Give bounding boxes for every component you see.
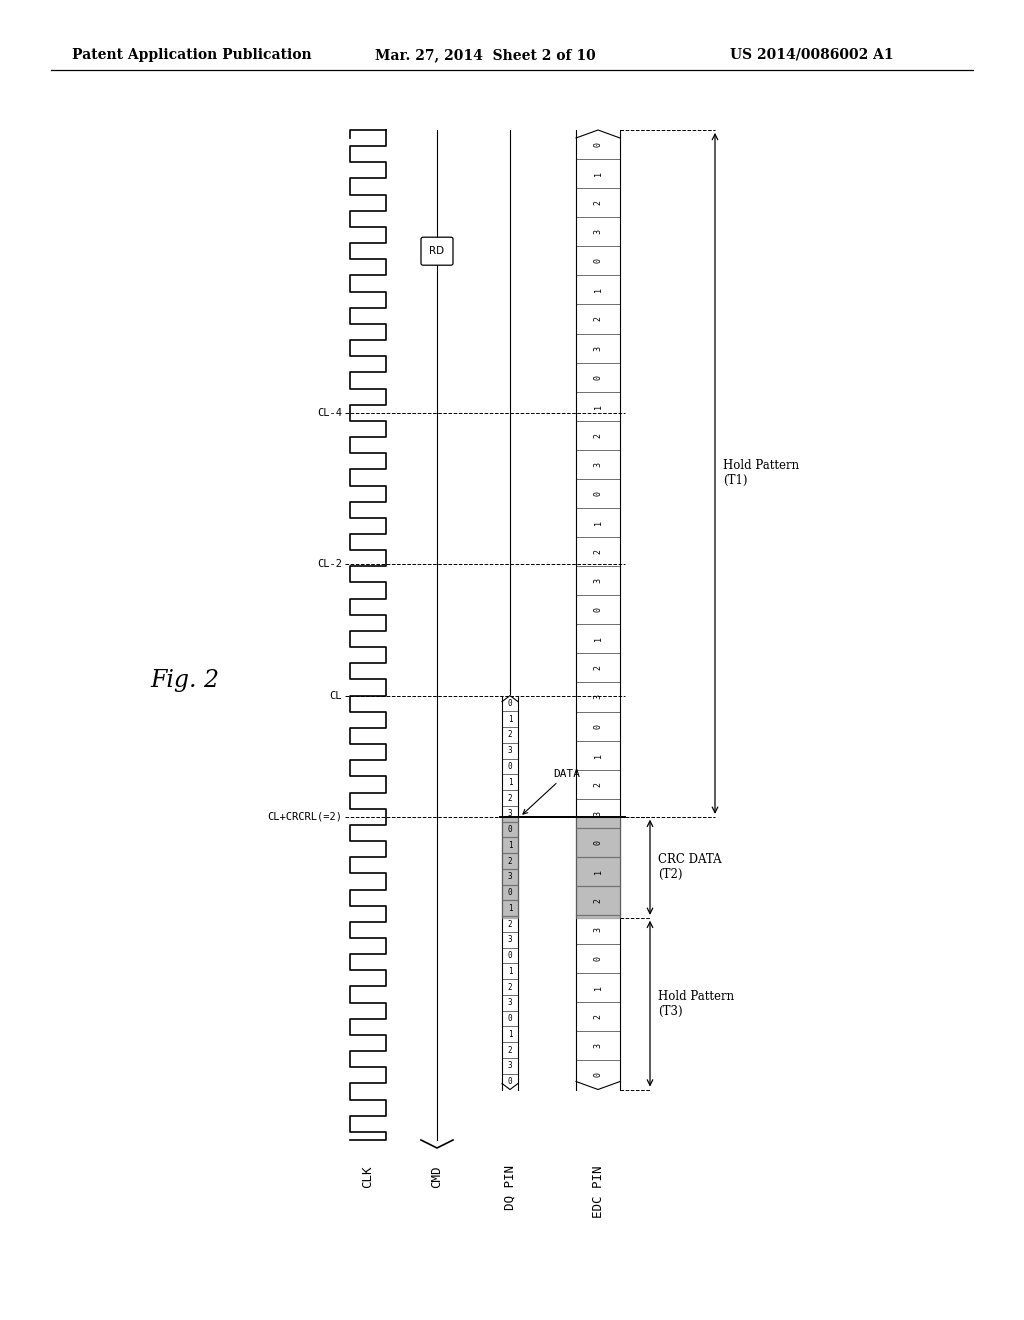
Text: 3: 3 <box>508 746 512 755</box>
Text: 1: 1 <box>594 172 602 176</box>
Text: DATA: DATA <box>523 768 580 814</box>
Text: US 2014/0086002 A1: US 2014/0086002 A1 <box>730 48 894 62</box>
Text: Fig. 2: Fig. 2 <box>151 668 219 692</box>
Text: 1: 1 <box>594 636 602 642</box>
Text: 0: 0 <box>508 825 512 834</box>
Text: CMD: CMD <box>430 1166 443 1188</box>
Text: Hold Pattern
(T1): Hold Pattern (T1) <box>723 459 799 487</box>
Text: 0: 0 <box>508 952 512 960</box>
Text: 2: 2 <box>508 793 512 803</box>
Text: 0: 0 <box>508 762 512 771</box>
Text: 3: 3 <box>594 927 602 932</box>
Text: CL-4: CL-4 <box>317 408 342 418</box>
Text: 2: 2 <box>508 1045 512 1055</box>
Text: 2: 2 <box>594 433 602 438</box>
Text: 2: 2 <box>508 982 512 991</box>
Text: Patent Application Publication: Patent Application Publication <box>72 48 311 62</box>
Text: DQ PIN: DQ PIN <box>504 1166 516 1210</box>
Text: 0: 0 <box>594 840 602 845</box>
Text: 1: 1 <box>594 869 602 874</box>
Text: CL: CL <box>330 690 342 701</box>
Text: 2: 2 <box>508 920 512 928</box>
Text: 0: 0 <box>508 888 512 898</box>
Text: 2: 2 <box>594 201 602 205</box>
Text: CRC DATA
(T2): CRC DATA (T2) <box>658 853 722 882</box>
Text: 3: 3 <box>594 346 602 351</box>
Text: 2: 2 <box>594 1014 602 1019</box>
Text: 0: 0 <box>594 143 602 147</box>
Text: EDC PIN: EDC PIN <box>592 1166 604 1217</box>
Text: 0: 0 <box>594 607 602 612</box>
Text: 0: 0 <box>594 375 602 380</box>
Text: 0: 0 <box>508 700 512 708</box>
Text: 0: 0 <box>594 956 602 961</box>
Text: 1: 1 <box>594 752 602 758</box>
Text: 1: 1 <box>594 288 602 293</box>
Text: 2: 2 <box>594 665 602 671</box>
Text: 3: 3 <box>508 873 512 882</box>
Text: 3: 3 <box>594 462 602 467</box>
Text: Hold Pattern
(T3): Hold Pattern (T3) <box>658 990 734 1018</box>
Text: RD: RD <box>429 247 444 256</box>
Text: 3: 3 <box>508 809 512 818</box>
Text: 1: 1 <box>508 841 512 850</box>
Text: 3: 3 <box>594 1043 602 1048</box>
Text: CLK: CLK <box>361 1166 375 1188</box>
Text: 1: 1 <box>594 520 602 525</box>
Text: 0: 0 <box>594 491 602 496</box>
Text: 2: 2 <box>508 730 512 739</box>
FancyBboxPatch shape <box>421 238 453 265</box>
Text: 2: 2 <box>594 781 602 787</box>
Text: 0: 0 <box>594 723 602 729</box>
Text: 3: 3 <box>508 998 512 1007</box>
Text: 0: 0 <box>508 1077 512 1086</box>
Text: 2: 2 <box>594 549 602 554</box>
Text: 2: 2 <box>594 317 602 322</box>
Text: CL+CRCRL(=2): CL+CRCRL(=2) <box>267 812 342 822</box>
Text: 3: 3 <box>594 578 602 583</box>
Text: 0: 0 <box>594 1072 602 1077</box>
Text: 1: 1 <box>508 714 512 723</box>
Text: 0: 0 <box>594 259 602 264</box>
Text: 3: 3 <box>594 230 602 234</box>
Text: 1: 1 <box>594 985 602 990</box>
Text: 1: 1 <box>508 904 512 913</box>
Text: 1: 1 <box>594 404 602 409</box>
Text: 0: 0 <box>508 1014 512 1023</box>
Text: 3: 3 <box>508 1061 512 1071</box>
Text: 3: 3 <box>508 936 512 944</box>
Text: CL-2: CL-2 <box>317 560 342 569</box>
Text: 1: 1 <box>508 1030 512 1039</box>
Text: 2: 2 <box>508 857 512 866</box>
Text: 1: 1 <box>508 966 512 975</box>
Text: 1: 1 <box>508 777 512 787</box>
Text: 2: 2 <box>594 898 602 903</box>
Text: Mar. 27, 2014  Sheet 2 of 10: Mar. 27, 2014 Sheet 2 of 10 <box>375 48 596 62</box>
Text: 3: 3 <box>594 694 602 700</box>
Text: 3: 3 <box>594 810 602 816</box>
